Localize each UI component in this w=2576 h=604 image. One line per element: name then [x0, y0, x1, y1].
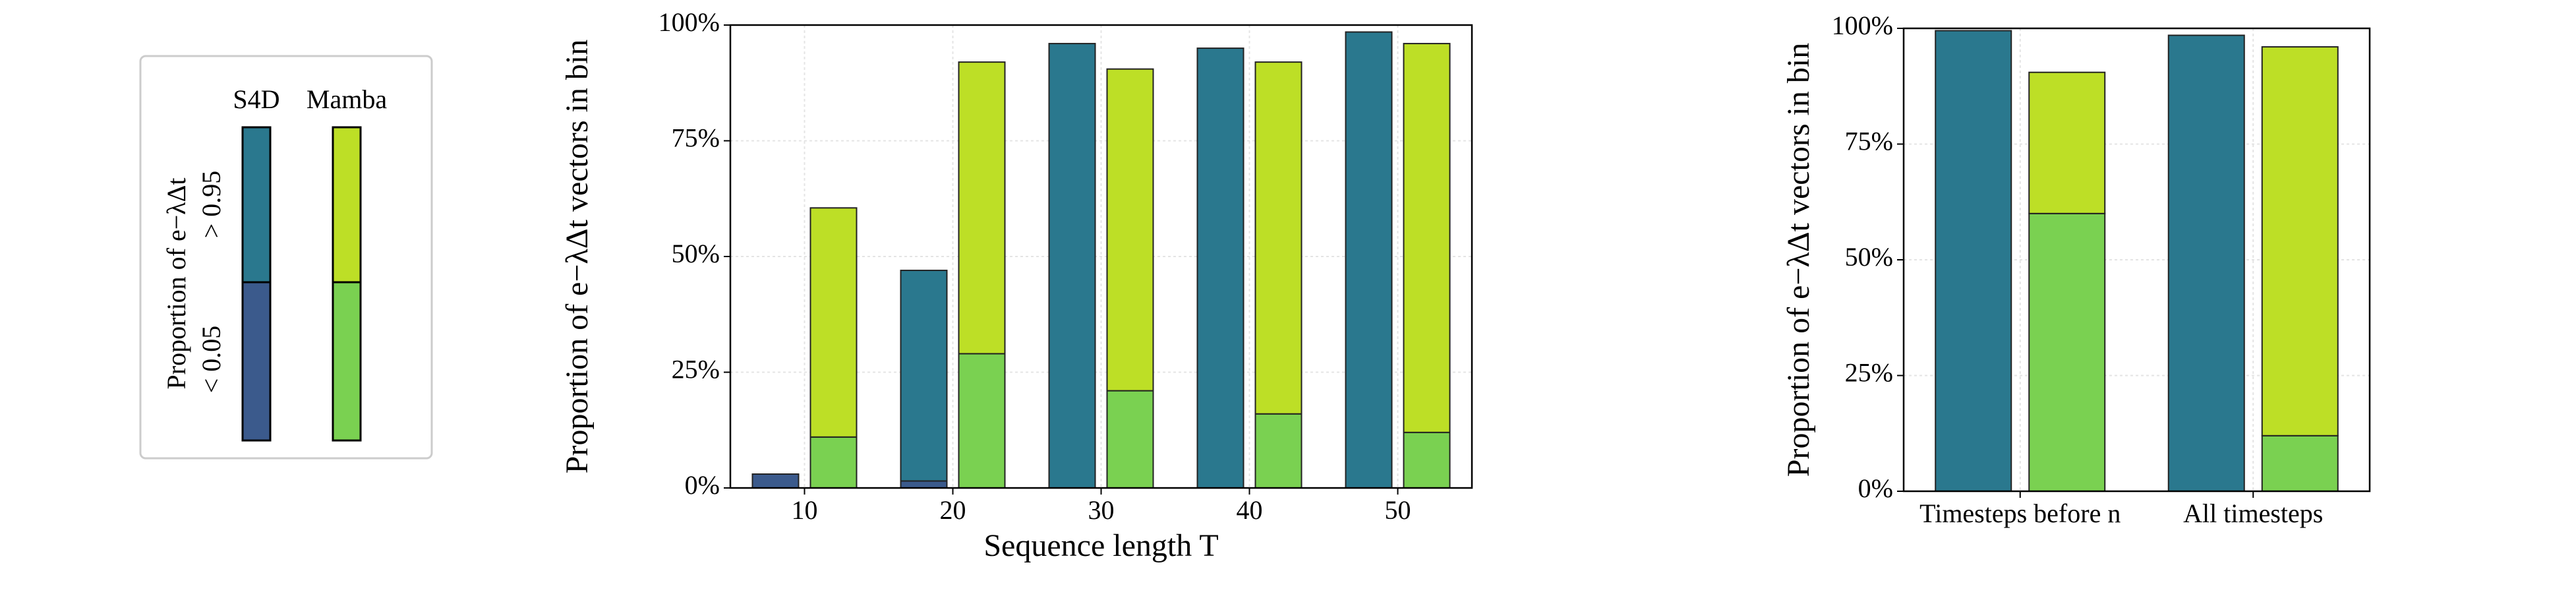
- y-tick-label: 100%: [659, 7, 720, 37]
- bar-segment: [900, 270, 948, 482]
- y-tick-label: 50%: [1845, 242, 1893, 272]
- bar-segment: [1403, 431, 1451, 489]
- bar-segment: [1254, 413, 1303, 489]
- x-tick-label: 10: [792, 495, 818, 525]
- bar-segment: [2167, 34, 2245, 492]
- plot-frame: [1902, 27, 2371, 493]
- y-tick-label: 0%: [1858, 473, 1893, 503]
- y-axis-label: Proportion of e−λΔt vectors in bin: [560, 40, 595, 473]
- bar-segment: [1935, 30, 2012, 492]
- x-tick-label: All timesteps: [2183, 498, 2323, 528]
- x-tick-label: 50: [1385, 495, 1411, 525]
- bar-segment: [2261, 46, 2339, 437]
- bar-segment: [1403, 43, 1451, 433]
- bar-segment: [1196, 47, 1244, 489]
- bar-segment: [1106, 390, 1154, 489]
- bar-segment: [2028, 71, 2106, 214]
- bar-segment: [958, 61, 1006, 355]
- legend-swatch: [332, 126, 362, 284]
- x-tick-label: 40: [1237, 495, 1263, 525]
- bar-segment: [958, 353, 1006, 489]
- bar-segment: [1106, 68, 1154, 392]
- x-axis-label: Sequence length T: [983, 528, 1218, 563]
- bar-segment: [1254, 61, 1303, 415]
- y-tick-label: 0%: [685, 470, 720, 500]
- legend-label: Mamba: [307, 84, 387, 114]
- y-axis-label: Proportion of e−λΔt vectors in bin: [1781, 43, 1816, 477]
- legend-title: Proportion of e−λΔt: [161, 178, 191, 390]
- legend-label: S4D: [233, 84, 279, 114]
- plot-frame: [729, 24, 1473, 489]
- y-tick-label: 25%: [1845, 358, 1893, 388]
- bar-segment: [751, 473, 800, 489]
- bar-segment: [809, 207, 858, 438]
- y-tick-label: 25%: [672, 355, 720, 384]
- bar-segment: [900, 480, 948, 489]
- y-tick-label: 50%: [672, 239, 720, 268]
- bar-segment: [1345, 31, 1393, 489]
- bar-segment: [2261, 435, 2339, 493]
- legend-bin-label: > 0.95: [196, 171, 226, 239]
- legend-swatch: [241, 126, 272, 284]
- x-tick-label: 20: [940, 495, 966, 525]
- y-tick-label: 75%: [1845, 127, 1893, 156]
- bar-segment: [1048, 43, 1096, 489]
- x-tick-label: Timesteps before n: [1919, 498, 2121, 528]
- bar-segment: [809, 436, 858, 489]
- x-tick-label: 30: [1088, 495, 1115, 525]
- legend-swatch: [332, 281, 362, 442]
- legend-bin-label: < 0.05: [196, 326, 226, 394]
- y-tick-label: 75%: [672, 123, 720, 153]
- y-tick-label: 100%: [1832, 11, 1893, 40]
- legend-swatch: [241, 281, 272, 442]
- bar-segment: [2028, 212, 2106, 492]
